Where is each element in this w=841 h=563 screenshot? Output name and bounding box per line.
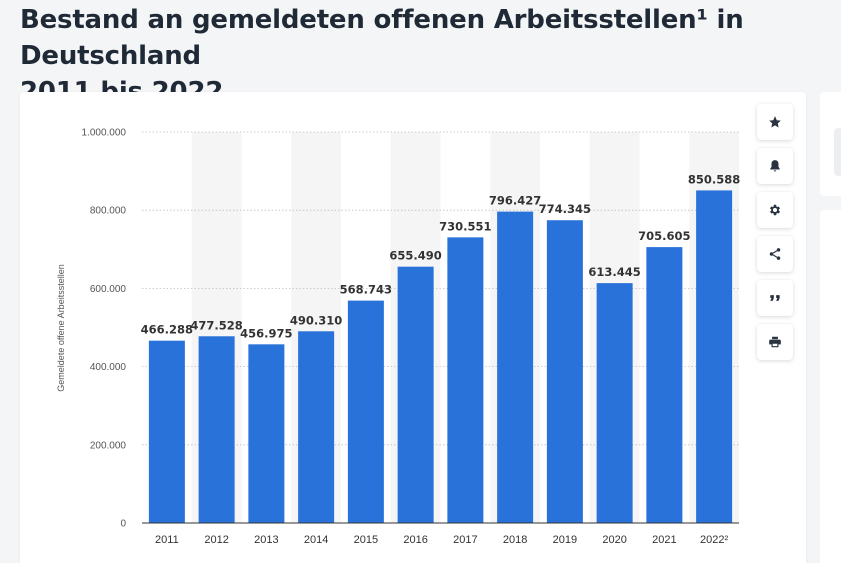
share-icon — [769, 248, 781, 260]
bar-2021[interactable] — [646, 247, 683, 523]
bell-icon — [770, 160, 780, 172]
bar-2012[interactable] — [198, 336, 235, 523]
chart-grid — [142, 131, 739, 446]
x-tick-label: 2019 — [553, 534, 577, 546]
value-label: 850.588 — [688, 172, 740, 186]
gear-icon — [769, 204, 781, 216]
y-tick-label: 200.000 — [90, 440, 127, 451]
value-label: 477.528 — [190, 318, 242, 332]
x-tick-label: 2012 — [204, 534, 228, 546]
value-label: 796.427 — [489, 194, 541, 208]
y-tick-label: 600.000 — [90, 284, 127, 295]
print-button[interactable] — [757, 324, 793, 360]
value-label: 730.551 — [439, 219, 491, 233]
chart-toolbar — [757, 104, 793, 368]
y-tick-label: 400.000 — [90, 362, 127, 373]
settings-button[interactable] — [757, 192, 793, 228]
x-tick-label: 2016 — [403, 534, 427, 546]
y-tick-label: 800.000 — [90, 206, 127, 217]
x-tick-label: 2014 — [304, 534, 328, 546]
share-button[interactable] — [757, 236, 793, 272]
value-label: 613.445 — [588, 265, 640, 279]
y-tick-label: 1.000.000 — [82, 128, 127, 139]
bar-2014[interactable] — [298, 331, 335, 523]
side-panel-button[interactable] — [834, 128, 841, 176]
x-tick-label: 2020 — [602, 534, 626, 546]
bar-2016[interactable] — [397, 266, 434, 523]
value-label: 490.310 — [290, 313, 342, 327]
value-label: 705.605 — [638, 229, 690, 243]
notification-button[interactable] — [757, 148, 793, 184]
value-label: 655.490 — [389, 249, 441, 263]
side-panel-bottom — [820, 210, 841, 563]
bar-2011[interactable] — [148, 340, 185, 523]
quote-icon — [770, 295, 780, 301]
cite-button[interactable] — [757, 280, 793, 316]
bar-2022²[interactable] — [696, 190, 733, 523]
bar-2018[interactable] — [497, 211, 534, 523]
printer-icon — [769, 336, 781, 348]
chart-bars — [148, 190, 733, 523]
bar-2019[interactable] — [546, 220, 583, 523]
bar-2020[interactable] — [596, 283, 633, 523]
bar-2013[interactable] — [248, 344, 285, 523]
bar-2015[interactable] — [347, 300, 384, 523]
value-label: 456.975 — [240, 326, 292, 340]
bar-chart: 0 200.000 400.000 600.000 800.000 1.000.000 4… — [56, 128, 741, 547]
x-tick-label: 2017 — [453, 534, 477, 546]
y-axis-ticks: 0 200.000 400.000 600.000 800.000 1.000.000 — [82, 128, 127, 530]
y-axis-label: Gemeldete offene Arbeitsstellen — [56, 264, 66, 391]
x-tick-label: 2011 — [155, 534, 179, 546]
x-tick-label: 2015 — [354, 534, 378, 546]
page-title: Bestand an gemeldeten offenen Arbeitsste… — [20, 2, 841, 110]
x-tick-label: 2021 — [652, 534, 676, 546]
favorite-button[interactable] — [757, 104, 793, 140]
value-label: 774.345 — [539, 202, 591, 216]
x-tick-label: 2018 — [503, 534, 527, 546]
star-icon — [769, 116, 781, 128]
y-tick-label: 0 — [120, 519, 126, 530]
bar-2017[interactable] — [447, 237, 484, 523]
x-tick-label: 2022² — [700, 534, 728, 546]
page-title-line1: Bestand an gemeldeten offenen Arbeitsste… — [20, 5, 744, 71]
x-axis-ticks: 2011 2012 2013 2014 2015 2016 2017 2018 2019 2020… — [155, 534, 728, 546]
value-label: 568.743 — [340, 283, 392, 297]
x-tick-label: 2013 — [254, 534, 278, 546]
value-label: 466.288 — [141, 323, 193, 337]
